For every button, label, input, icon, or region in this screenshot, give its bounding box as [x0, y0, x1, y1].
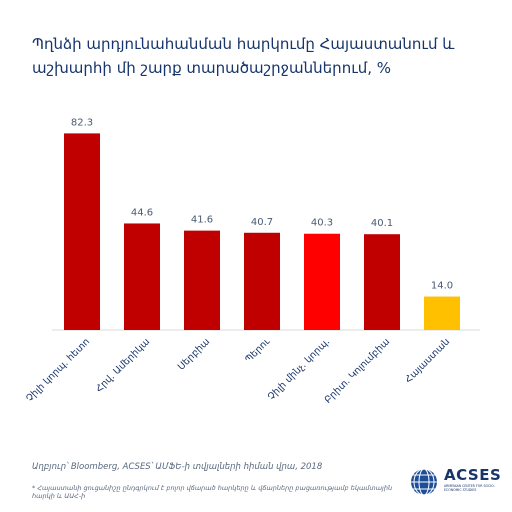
bar-3	[184, 230, 220, 330]
category-label: Հայաստան	[403, 336, 452, 385]
category-label: Չիլի մինչ. կորպ.	[266, 336, 332, 402]
footnote: * Հայաստանի ցուցանիշը ընդգրկում է բոլոր …	[32, 484, 393, 500]
category-labels-group: Չիլի կորպ. հետո Հրվ. Ամերիկա Սերբիա ՊերուՉի…	[24, 336, 452, 406]
bars-group	[64, 133, 460, 330]
bar-value-label: 41.6	[191, 215, 213, 226]
chart-title: Պղնձի արդյունահանման հարկումը Հայաստանու…	[32, 35, 455, 77]
bar-5	[304, 233, 340, 330]
value-labels-group: 82.3 44.6 41.6 40.7 40.3 40.1 14.0	[71, 117, 453, 291]
source-note: Աղբյուր՝ Bloomberg, ACSES՝ ԱՄՖԵ-ի տվյալն…	[32, 462, 323, 472]
category-label: Չիլի կորպ. հետո	[24, 336, 92, 404]
logo-name: ACSES	[444, 466, 502, 484]
logo-tagline: ARMENIAN CENTER FOR SOCIO-ECONOMIC STUDI…	[444, 484, 495, 492]
category-label: Հրվ. Ամերիկա	[94, 336, 152, 394]
bar-value-label: 82.3	[71, 117, 93, 128]
category-label: Պերու	[243, 336, 272, 365]
bar-value-label: 40.3	[311, 218, 333, 229]
globe-icon	[411, 468, 437, 496]
bar-value-label: 44.6	[131, 207, 153, 218]
acses-logo: ACSES ARMENIAN CENTER FOR SOCIO-ECONOMIC…	[408, 466, 502, 498]
bar-6	[364, 234, 400, 330]
bar-7	[424, 296, 460, 330]
bar-value-label: 40.1	[371, 218, 393, 229]
category-label: Սերբիա	[176, 336, 212, 372]
bar-value-label: 14.0	[431, 281, 453, 292]
bar-4	[244, 232, 280, 330]
bar-1	[64, 133, 100, 330]
category-label: Բրիտ. Կոլումբիա	[323, 336, 393, 406]
bar-2	[124, 223, 160, 330]
bar-value-label: 40.7	[251, 217, 273, 228]
